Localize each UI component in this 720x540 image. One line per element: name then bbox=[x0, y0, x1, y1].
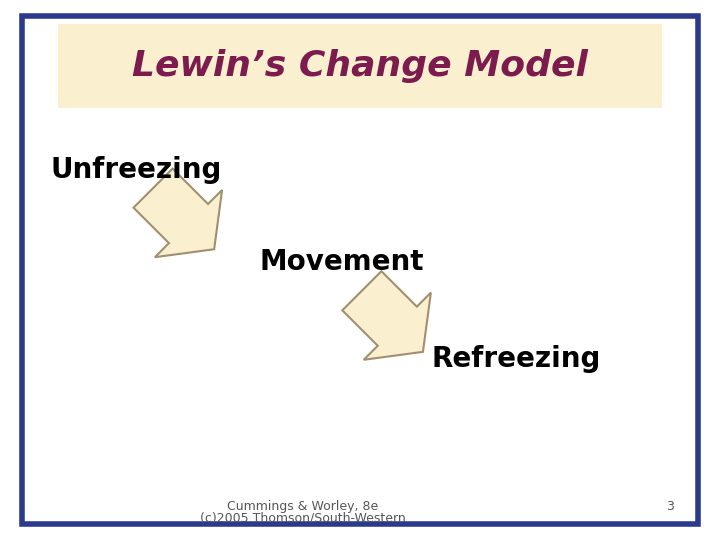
Bar bbox=[58, 24, 662, 108]
Text: (c)2005 Thomson/South-Western: (c)2005 Thomson/South-Western bbox=[199, 512, 405, 525]
Text: Movement: Movement bbox=[259, 248, 423, 276]
Text: Refreezing: Refreezing bbox=[432, 345, 601, 373]
Polygon shape bbox=[342, 271, 431, 360]
Text: Lewin’s Change Model: Lewin’s Change Model bbox=[132, 50, 588, 83]
Polygon shape bbox=[133, 168, 222, 257]
Text: Cummings & Worley, 8e: Cummings & Worley, 8e bbox=[227, 500, 378, 513]
Text: Unfreezing: Unfreezing bbox=[50, 156, 222, 184]
Text: 3: 3 bbox=[666, 500, 673, 513]
